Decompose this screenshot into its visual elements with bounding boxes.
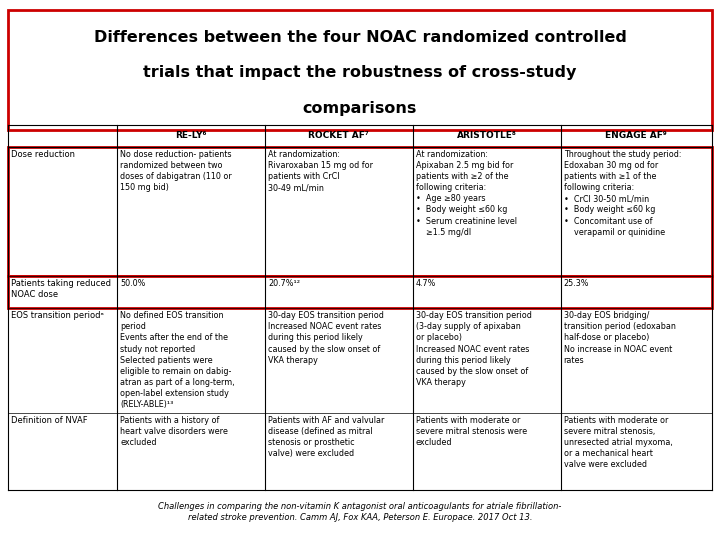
Text: Dose reduction: Dose reduction xyxy=(11,150,75,159)
Text: Throughout the study period:
Edoxaban 30 mg od for
patients with ≥1 of the
follo: Throughout the study period: Edoxaban 30… xyxy=(564,150,681,237)
Text: ENGAGE AF⁹: ENGAGE AF⁹ xyxy=(606,132,667,140)
Text: 30-day EOS transition period
Increased NOAC event rates
during this period likel: 30-day EOS transition period Increased N… xyxy=(268,311,384,364)
Text: RE-LY⁶: RE-LY⁶ xyxy=(175,132,207,140)
Text: Definition of NVAF: Definition of NVAF xyxy=(11,416,88,425)
Text: At randomization:
Apixaban 2.5 mg bid for
patients with ≥2 of the
following crit: At randomization: Apixaban 2.5 mg bid fo… xyxy=(416,150,517,237)
Bar xyxy=(8,10,712,130)
Text: Challenges in comparing the non-vitamin K antagonist oral anticoagulants for atr: Challenges in comparing the non-vitamin … xyxy=(158,502,562,522)
Text: No defined EOS transition
period
Events after the end of the
study not reported
: No defined EOS transition period Events … xyxy=(120,311,235,409)
Text: No dose reduction- patients
randomized between two
doses of dabigatran (110 or
1: No dose reduction- patients randomized b… xyxy=(120,150,232,192)
Text: Patients with a history of
heart valve disorders were
excluded: Patients with a history of heart valve d… xyxy=(120,416,228,447)
Text: Patients taking reduced
NOAC dose: Patients taking reduced NOAC dose xyxy=(11,279,111,299)
Text: Patients with AF and valvular
disease (defined as mitral
stenosis or prosthetic
: Patients with AF and valvular disease (d… xyxy=(268,416,384,458)
Text: 4.7%: 4.7% xyxy=(416,279,436,288)
Text: ARISTOTLE⁸: ARISTOTLE⁸ xyxy=(456,132,517,140)
Text: ROCKET AF⁷: ROCKET AF⁷ xyxy=(308,132,369,140)
Text: 50.0%: 50.0% xyxy=(120,279,145,288)
Text: Differences between the four NOAC randomized controlled: Differences between the four NOAC random… xyxy=(94,30,626,45)
Bar xyxy=(8,147,712,275)
Text: 30-day EOS transition period
(3-day supply of apixaban
or placebo)
Increased NOA: 30-day EOS transition period (3-day supp… xyxy=(416,311,531,387)
Text: 20.7%¹²: 20.7%¹² xyxy=(268,279,300,288)
Text: 25.3%: 25.3% xyxy=(564,279,589,288)
Text: trials that impact the robustness of cross-study: trials that impact the robustness of cro… xyxy=(143,64,577,79)
Bar xyxy=(8,275,712,308)
Text: Patients with moderate or
severe mitral stenosis,
unresected atrial myxoma,
or a: Patients with moderate or severe mitral … xyxy=(564,416,672,469)
Text: At randomization:
Rivaroxaban 15 mg od for
patients with CrCl
30-49 mL/min: At randomization: Rivaroxaban 15 mg od f… xyxy=(268,150,373,192)
Text: comparisons: comparisons xyxy=(303,100,417,116)
Text: 30-day EOS bridging/
transition period (edoxaban
half-dose or placebo)
No increa: 30-day EOS bridging/ transition period (… xyxy=(564,311,675,364)
Text: EOS transition periodᵃ: EOS transition periodᵃ xyxy=(11,311,104,320)
Text: Patients with moderate or
severe mitral stenosis were
excluded: Patients with moderate or severe mitral … xyxy=(416,416,527,447)
